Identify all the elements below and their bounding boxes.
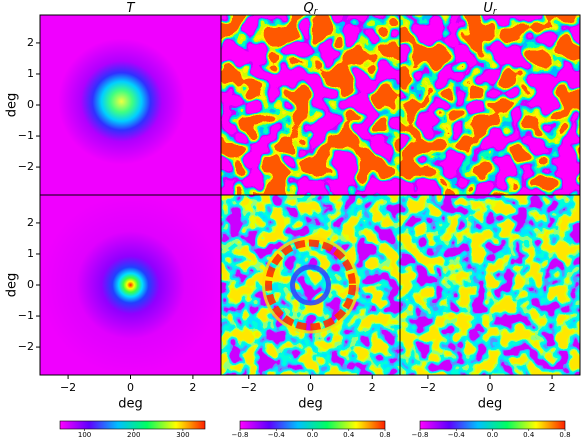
y-axis-label: deg (5, 93, 20, 118)
colorbar-tick-label: 100 (78, 431, 91, 438)
title-sub: r (493, 7, 498, 17)
panel: −2 −1 0 1 2 −2 0 2 deg deg (5, 194, 222, 412)
panel: Qr (220, 1, 401, 196)
heatmap (400, 15, 580, 195)
x-axis-label: deg (298, 397, 323, 412)
colorbar-tick-label: 300 (176, 431, 189, 438)
x-axis-label: deg (478, 397, 503, 412)
colorbar-tick-label: 0.8 (559, 431, 570, 438)
colorbar-tick-label: −0.8 (232, 431, 249, 438)
y-tick-label: −1 (18, 309, 34, 322)
heatmap-image (221, 15, 400, 195)
colorbar: −0.8 −0.4 0.0 0.4 0.8 (412, 420, 571, 438)
y-tick-label: 1 (27, 67, 34, 80)
x-tick-label: −2 (420, 381, 436, 394)
colorbar: 100 200 300 (59, 420, 206, 438)
colorbar-tick-label: 200 (127, 431, 140, 438)
title-sub: r (314, 7, 319, 17)
y-tick-label: −2 (18, 340, 34, 353)
x-tick-label: 2 (549, 381, 556, 394)
panel-title: Ur (483, 1, 498, 17)
colorbar-tick-label: 0.0 (487, 431, 498, 438)
colorbar-tick-label: −0.8 (412, 431, 429, 438)
x-tick-label: 2 (369, 381, 376, 394)
ring (265, 239, 356, 331)
colorbar: −0.8 −0.4 0.0 0.4 0.8 (232, 420, 391, 438)
y-tick-label: 1 (27, 247, 34, 260)
heatmap (40, 15, 221, 195)
heatmap (221, 195, 400, 375)
y-axis-label: deg (5, 273, 20, 298)
y-tick-label: 2 (27, 216, 34, 229)
heatmap (400, 195, 580, 375)
x-tick-label: −2 (60, 381, 76, 394)
x-tick-label: 0 (307, 381, 314, 394)
panel: T −2 −1 0 1 2 deg (5, 1, 222, 196)
x-tick-label: 0 (127, 381, 134, 394)
y-tick-label: −1 (18, 129, 34, 142)
x-tick-label: 2 (189, 381, 196, 394)
heatmap-image (400, 15, 580, 195)
colorbar-tick-label: 0.8 (379, 431, 390, 438)
colorbar-tick-label: 0.4 (343, 431, 355, 438)
y-tick-label: 0 (27, 278, 34, 291)
colorbar-tick-label: −0.4 (268, 431, 286, 438)
panel: Ur (399, 1, 581, 196)
colorbar-tick-label: 0.0 (307, 431, 318, 438)
colorbar-tick-label: −0.4 (448, 431, 466, 438)
title-main: U (483, 1, 493, 16)
panel: −2 0 2 deg (220, 194, 401, 412)
panel-title: T (127, 1, 136, 16)
x-axis-label: deg (118, 397, 143, 412)
ring (290, 264, 331, 306)
x-tick-label: −2 (241, 381, 257, 394)
colorbar-gradient (419, 420, 566, 430)
title-main: T (127, 1, 136, 16)
colorbar-tick-label: 0.4 (523, 431, 535, 438)
heatmap (40, 195, 221, 375)
ring (262, 236, 359, 334)
heatmap-image (40, 195, 221, 375)
heatmap-image (40, 15, 221, 195)
colorbar-gradient (239, 420, 386, 430)
panel: −2 0 2 deg (399, 194, 581, 412)
y-tick-label: 2 (27, 36, 34, 49)
colorbar-gradient (59, 420, 206, 430)
title-main: Q (304, 1, 314, 16)
panel-title: Qr (304, 1, 319, 17)
heatmap-image (400, 195, 580, 375)
heatmap (221, 15, 400, 195)
x-tick-label: 0 (487, 381, 494, 394)
y-tick-label: −2 (18, 160, 34, 173)
heatmap-image (221, 195, 400, 375)
y-tick-label: 0 (27, 98, 34, 111)
